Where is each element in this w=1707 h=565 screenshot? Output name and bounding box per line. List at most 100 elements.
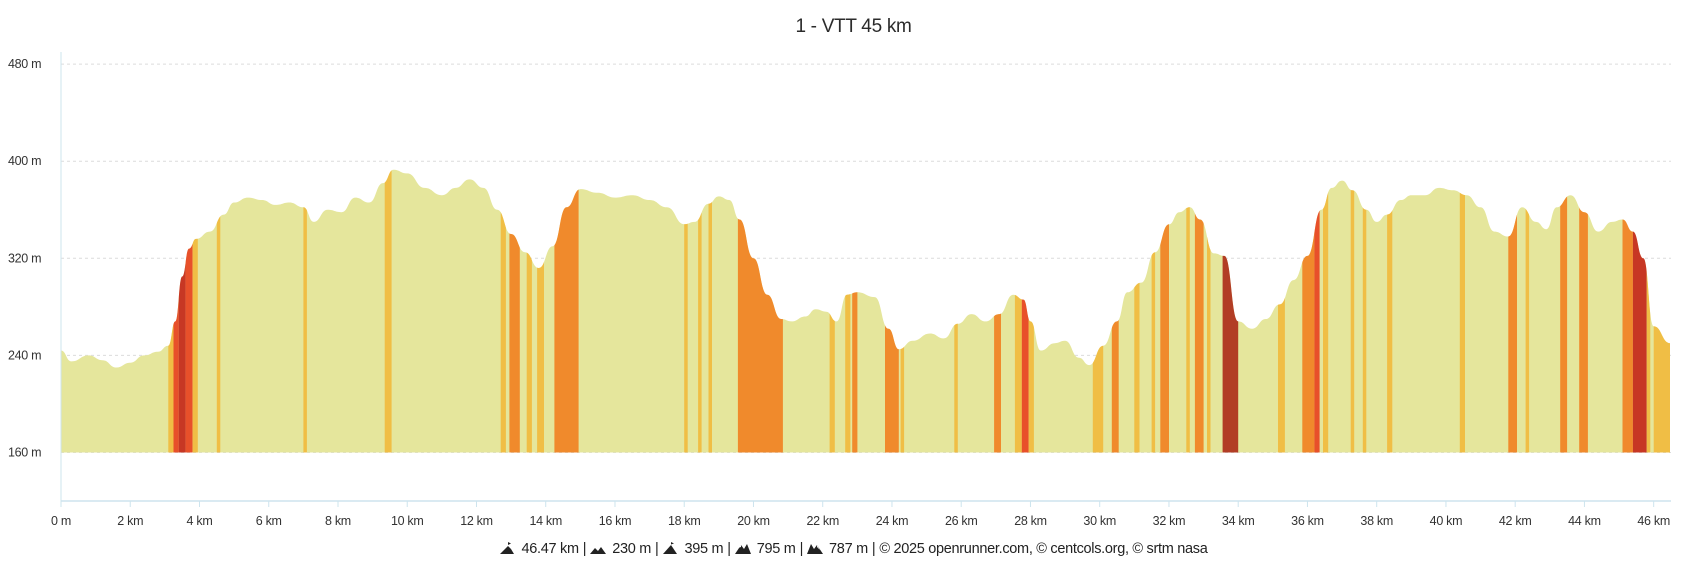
x-tick-label: 14 km: [529, 514, 562, 528]
x-tick-label: 30 km: [1083, 514, 1116, 528]
max-altitude-icon: [662, 542, 678, 554]
slope-band-44: [1508, 169, 1517, 453]
slope-band-36: [1278, 169, 1285, 453]
x-tick-label: 46 km: [1637, 514, 1670, 528]
slope-band-15: [708, 169, 712, 453]
slope-band-32: [1186, 169, 1190, 453]
x-tick-label: 40 km: [1430, 514, 1463, 528]
stat-elevation-gain: 795 m: [756, 541, 796, 557]
slope-band-7: [384, 169, 392, 453]
x-axis-tick-labels: 0 m 2 km 4 km 6 km 8 km 10 km 12 km 14 km 16 km 1…: [51, 501, 1670, 528]
slope-band-31: [1160, 169, 1169, 453]
route-stats-footer: 46.47 km | 230 m | 395 m | 795 m | 787 m | © 2025 …: [0, 541, 1707, 557]
slope-band-42: [1387, 169, 1393, 453]
slope-band-39: [1323, 169, 1329, 453]
slope-band-51: [1653, 169, 1670, 453]
slope-band-2: [178, 169, 186, 453]
x-tick-label: 26 km: [945, 514, 978, 528]
x-tick-label: 10 km: [391, 514, 424, 528]
slope-band-18: [845, 169, 851, 453]
slope-band-30: [1151, 169, 1156, 453]
x-tick-label: 4 km: [187, 514, 213, 528]
y-tick-label: 160 m: [8, 445, 41, 459]
slope-band-26: [1028, 169, 1034, 453]
min-altitude-icon: [590, 542, 607, 554]
x-tick-label: 36 km: [1291, 514, 1324, 528]
x-tick-label: 12 km: [460, 514, 493, 528]
slope-band-49: [1632, 169, 1647, 453]
slope-band-21: [900, 169, 905, 453]
y-tick-label: 400 m: [8, 154, 41, 168]
slope-band-45: [1525, 169, 1530, 453]
slope-band-35: [1222, 169, 1239, 453]
slope-band-27: [1092, 169, 1104, 453]
slope-band-22: [954, 169, 958, 453]
slope-band-13: [684, 169, 688, 453]
slope-band-29: [1134, 169, 1140, 453]
stat-max-altitude: 395 m: [684, 541, 724, 557]
x-tick-label: 20 km: [737, 514, 770, 528]
stat-distance: 46.47 km: [521, 541, 579, 557]
slope-band-17: [829, 169, 835, 453]
stat-elevation-loss: 787 m: [829, 541, 868, 557]
stat-min-altitude: 230 m: [612, 541, 652, 557]
elevation-profile-area: [61, 169, 1670, 453]
x-tick-label: 22 km: [806, 514, 839, 528]
chart-title: 1 - VTT 45 km: [795, 16, 912, 37]
x-tick-label: 24 km: [876, 514, 909, 528]
elevation-gain-icon: [734, 542, 751, 554]
y-tick-label: 480 m: [8, 57, 41, 71]
slope-band-41: [1362, 169, 1367, 453]
axes: [60, 52, 1671, 502]
slope-band-34: [1207, 169, 1211, 453]
slope-band-1: [173, 169, 179, 453]
x-tick-label: 2 km: [117, 514, 143, 528]
slope-band-4: [192, 169, 198, 453]
slope-band-28: [1111, 169, 1119, 453]
slope-band-38: [1314, 169, 1320, 453]
x-tick-label: 28 km: [1014, 514, 1047, 528]
slope-band-25: [1021, 169, 1029, 453]
x-tick-label: 32 km: [1153, 514, 1186, 528]
x-tick-label: 44 km: [1568, 514, 1601, 528]
slope-band-14: [698, 169, 702, 453]
elevation-area: [61, 169, 1670, 453]
slope-band-3: [185, 169, 193, 453]
copyright-notice: © 2025 openrunner.com, © centcols.org, ©…: [879, 541, 1208, 557]
slope-band-47: [1579, 169, 1588, 453]
slope-band-40: [1350, 169, 1355, 453]
x-tick-label: 34 km: [1222, 514, 1255, 528]
x-tick-label: 6 km: [256, 514, 282, 528]
y-tick-label: 240 m: [8, 348, 41, 362]
slope-band-16: [737, 169, 783, 453]
slope-band-37: [1302, 169, 1315, 453]
x-tick-label: 16 km: [599, 514, 632, 528]
slope-band-11: [537, 169, 544, 453]
elevation-loss-icon: [807, 542, 824, 554]
slope-band-10: [526, 169, 532, 453]
slope-band-43: [1459, 169, 1465, 453]
slope-band-24: [1014, 169, 1022, 453]
slope-band-48: [1622, 169, 1633, 453]
distance-icon: [499, 542, 515, 554]
y-tick-label: 320 m: [8, 251, 41, 265]
x-tick-label: 38 km: [1360, 514, 1393, 528]
slope-band-9: [509, 169, 520, 453]
x-tick-label: 18 km: [668, 514, 701, 528]
slope-band-8: [500, 169, 506, 453]
y-axis-tick-labels: 160 m 240 m 320 m 400 m 480 m: [8, 57, 42, 459]
x-tick-label: 8 km: [325, 514, 351, 528]
x-tick-label: 0 m: [51, 514, 71, 528]
slope-band-23: [994, 169, 1001, 453]
slope-band-20: [885, 169, 899, 453]
slope-band-5: [216, 169, 221, 453]
x-tick-label: 42 km: [1499, 514, 1532, 528]
slope-band-12: [554, 169, 579, 453]
slope-band-19: [852, 169, 858, 453]
slope-band-0: [168, 169, 174, 453]
slope-band-6: [303, 169, 307, 453]
slope-band-50: [1646, 169, 1651, 453]
slope-band-46: [1560, 169, 1568, 453]
slope-band-33: [1194, 169, 1204, 453]
